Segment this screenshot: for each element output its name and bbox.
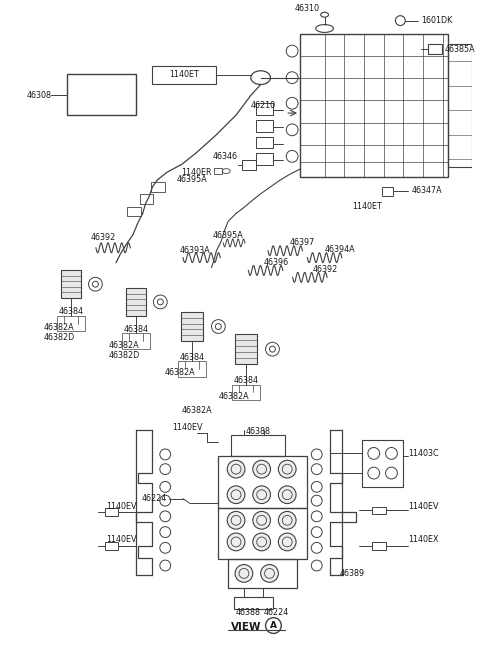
- Bar: [234, 597, 274, 608]
- Text: VIEW: VIEW: [231, 622, 262, 631]
- Circle shape: [278, 533, 296, 551]
- Text: 1140EV: 1140EV: [408, 502, 439, 511]
- Bar: [447, 45, 472, 167]
- Text: 46382A: 46382A: [181, 405, 212, 415]
- Bar: [61, 271, 81, 298]
- Bar: [231, 435, 285, 457]
- Text: A: A: [270, 621, 277, 630]
- Text: 46382D: 46382D: [108, 350, 140, 360]
- Bar: [126, 288, 145, 316]
- Bar: [122, 333, 149, 349]
- Text: 46397: 46397: [289, 238, 314, 248]
- Circle shape: [253, 512, 271, 529]
- Text: 46382A: 46382A: [219, 392, 250, 401]
- Text: 46389: 46389: [339, 569, 364, 578]
- Text: 46395A: 46395A: [213, 231, 243, 240]
- Text: 46392: 46392: [313, 265, 338, 274]
- Text: 46382D: 46382D: [43, 333, 75, 342]
- Text: 46385A: 46385A: [444, 45, 475, 54]
- Text: 1140EX: 1140EX: [408, 536, 439, 544]
- Text: 46388: 46388: [245, 427, 270, 436]
- Text: 46396: 46396: [264, 258, 289, 267]
- Text: 46224: 46224: [142, 494, 167, 503]
- Text: 46210: 46210: [251, 101, 276, 109]
- Bar: [382, 187, 394, 196]
- Bar: [152, 182, 165, 192]
- Text: 1140EV: 1140EV: [106, 502, 137, 511]
- Bar: [372, 506, 385, 514]
- Text: 46308: 46308: [26, 91, 51, 100]
- Text: 11403C: 11403C: [408, 449, 439, 458]
- Text: 46393A: 46393A: [180, 246, 210, 255]
- Bar: [428, 45, 442, 54]
- Circle shape: [227, 512, 245, 529]
- Bar: [218, 508, 307, 559]
- Text: 46382A: 46382A: [108, 341, 139, 350]
- Circle shape: [227, 533, 245, 551]
- Bar: [215, 168, 222, 174]
- Text: 46395A: 46395A: [177, 176, 207, 185]
- Circle shape: [278, 512, 296, 529]
- Text: 46346: 46346: [213, 152, 238, 161]
- Text: 1140ER: 1140ER: [181, 168, 212, 177]
- Bar: [127, 206, 141, 216]
- Bar: [67, 74, 136, 115]
- Bar: [256, 137, 274, 149]
- Bar: [300, 34, 447, 177]
- Circle shape: [227, 460, 245, 478]
- Text: 1140ET: 1140ET: [352, 202, 382, 211]
- Bar: [228, 559, 297, 588]
- Circle shape: [253, 486, 271, 504]
- Bar: [181, 312, 203, 341]
- Text: 46382A: 46382A: [165, 368, 195, 377]
- Bar: [153, 66, 216, 84]
- Bar: [372, 542, 385, 550]
- Bar: [235, 335, 257, 364]
- Bar: [362, 440, 403, 487]
- Bar: [256, 153, 274, 165]
- Text: 46384: 46384: [59, 307, 84, 316]
- Bar: [57, 316, 84, 331]
- Text: 1601DK: 1601DK: [421, 16, 452, 25]
- Text: 1140ET: 1140ET: [169, 70, 199, 79]
- Text: 46384: 46384: [123, 325, 148, 334]
- Bar: [256, 103, 274, 115]
- Bar: [242, 160, 256, 170]
- Circle shape: [278, 486, 296, 504]
- Text: 46382A: 46382A: [44, 323, 74, 332]
- Text: 1140EV: 1140EV: [106, 536, 137, 544]
- Circle shape: [253, 533, 271, 551]
- Circle shape: [278, 460, 296, 478]
- Text: 46347A: 46347A: [411, 186, 442, 195]
- Text: 46310: 46310: [294, 5, 319, 13]
- Circle shape: [253, 460, 271, 478]
- Bar: [105, 542, 118, 550]
- Circle shape: [235, 565, 253, 582]
- Bar: [218, 457, 307, 508]
- Text: 46384: 46384: [233, 376, 258, 385]
- Text: 46388: 46388: [236, 608, 261, 617]
- Bar: [232, 384, 260, 400]
- Bar: [140, 194, 154, 204]
- Bar: [256, 120, 274, 132]
- Text: 1140EV: 1140EV: [172, 423, 203, 432]
- Text: 46392: 46392: [91, 233, 116, 242]
- Text: 46394A: 46394A: [324, 246, 355, 254]
- Text: 46224: 46224: [264, 608, 289, 617]
- Bar: [105, 508, 118, 516]
- Circle shape: [261, 565, 278, 582]
- Circle shape: [227, 486, 245, 504]
- Bar: [178, 361, 205, 377]
- Text: 46384: 46384: [180, 352, 204, 362]
